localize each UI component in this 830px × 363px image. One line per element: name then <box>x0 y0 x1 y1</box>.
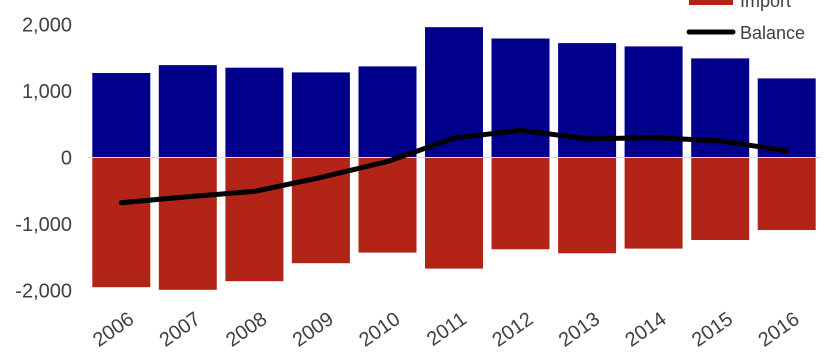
export-bar-2009 <box>292 72 350 157</box>
legend-import-swatch <box>689 0 733 5</box>
import-bar-2015 <box>691 158 749 241</box>
export-bar-2012 <box>492 39 550 158</box>
bars-layer <box>92 27 815 290</box>
import-bar-2010 <box>359 158 417 253</box>
export-bar-2007 <box>159 65 217 157</box>
x-tick-label-2015: 2015 <box>688 308 737 352</box>
x-tick-label-2013: 2013 <box>555 308 604 352</box>
y-tick-label: 0 <box>61 148 72 170</box>
x-tick-label-2012: 2012 <box>488 308 537 352</box>
x-axis: 2006 2007 2008 2009 2010 2011 2012 2013 2014 2015… <box>89 308 804 352</box>
import-bar-2008 <box>225 158 283 282</box>
x-tick-label-2008: 2008 <box>222 308 271 352</box>
import-bar-2011 <box>425 158 483 269</box>
x-tick-label-2006: 2006 <box>89 308 138 352</box>
import-bar-2014 <box>625 158 683 249</box>
import-bar-2012 <box>492 158 550 250</box>
y-tick-label: 2,000 <box>22 15 72 37</box>
x-tick-label-2009: 2009 <box>289 308 338 352</box>
x-tick-label-2011: 2011 <box>423 308 471 351</box>
y-tick-label: -2,000 <box>15 281 72 303</box>
y-tick-label: -1,000 <box>15 214 72 236</box>
x-tick-label-2010: 2010 <box>355 308 404 352</box>
import-bar-2016 <box>758 158 816 231</box>
x-tick-label-2007: 2007 <box>156 308 205 352</box>
legend-import-label: Import <box>740 0 791 11</box>
y-axis: 2,000 1,000 0 -1,000 -2,000 <box>15 15 72 303</box>
legend: Import Balance <box>689 0 805 43</box>
y-tick-label: 1,000 <box>22 81 72 103</box>
import-bar-2007 <box>159 158 217 290</box>
legend-balance-label: Balance <box>740 23 805 43</box>
export-bar-2006 <box>92 73 150 158</box>
x-tick-label-2014: 2014 <box>621 308 670 352</box>
export-bar-2008 <box>225 68 283 158</box>
import-bar-2013 <box>558 158 616 254</box>
export-bar-2010 <box>359 66 417 157</box>
x-tick-label-2016: 2016 <box>755 308 804 352</box>
import-bar-2006 <box>92 158 150 288</box>
